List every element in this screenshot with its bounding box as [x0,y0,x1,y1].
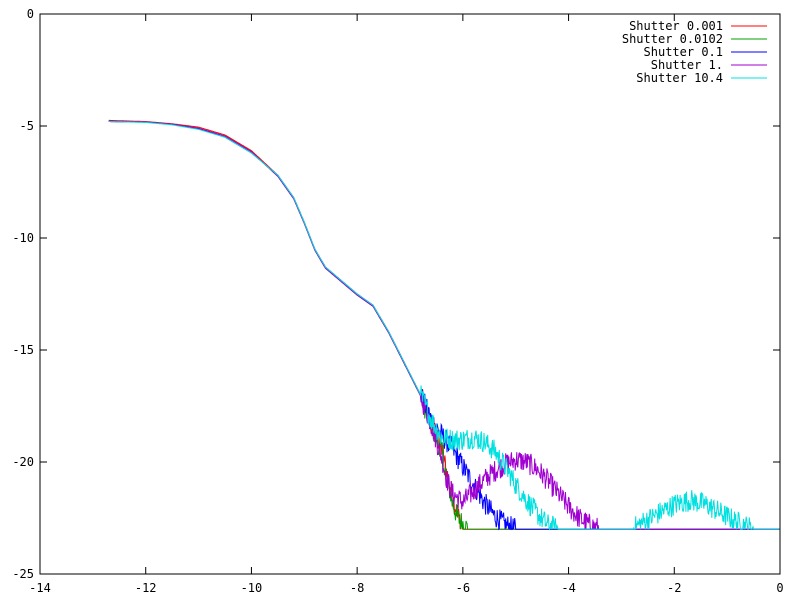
legend-label: Shutter 0.1 [644,45,723,59]
x-tick-label: -12 [135,581,157,595]
x-tick-label: -2 [667,581,681,595]
y-tick-label: -5 [20,119,34,133]
legend-label: Shutter 1. [651,58,723,72]
series-line [108,120,780,530]
legend-label: Shutter 10.4 [636,71,723,85]
y-tick-label: 0 [27,7,34,21]
y-tick-label: -25 [12,567,34,581]
legend-label: Shutter 0.0102 [622,32,723,46]
x-tick-label: -10 [241,581,263,595]
x-tick-label: 0 [776,581,783,595]
x-tick-label: -14 [29,581,51,595]
x-tick-label: -6 [456,581,470,595]
series-layer [108,119,780,531]
x-tick-label: -8 [350,581,364,595]
legend-label: Shutter 0.001 [629,19,723,33]
y-tick-label: -10 [12,231,34,245]
y-tick-label: -20 [12,455,34,469]
x-tick-label: -4 [561,581,575,595]
y-tick-label: -15 [12,343,34,357]
ticks-layer: -14 -12 -10 -8 -6 -4 -2 00-5-10-15-20-25 [12,7,783,595]
plot-frame [39,13,781,575]
series-line [108,121,780,531]
